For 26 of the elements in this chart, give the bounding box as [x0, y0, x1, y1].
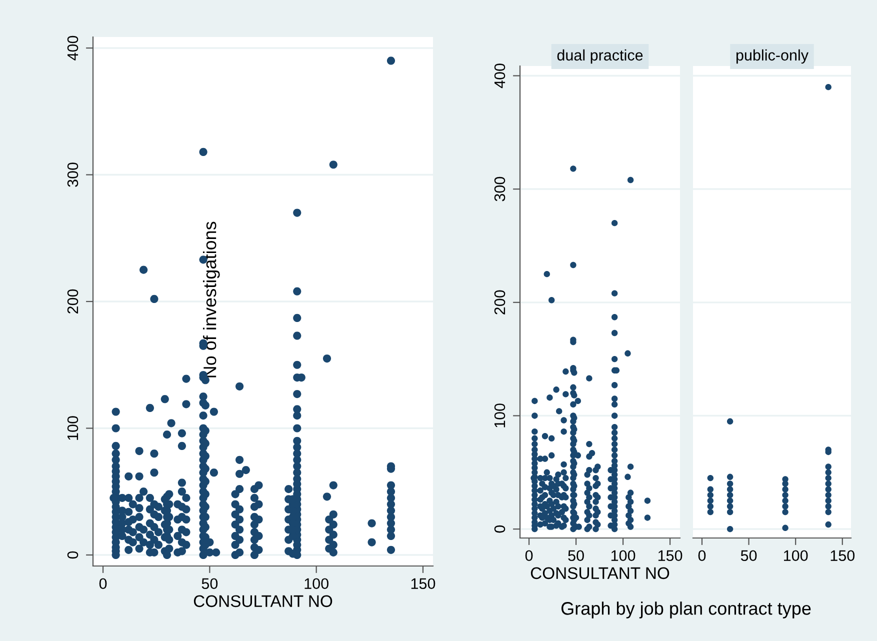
x-tick-label: 150: [658, 550, 682, 562]
x-tick-label: 150: [411, 578, 436, 590]
y-tick-label: 100: [67, 416, 78, 440]
x-tick-label: 100: [611, 550, 636, 562]
x-tick-label: 50: [740, 550, 757, 562]
x-tick-label: 0: [99, 578, 107, 590]
text: Graph by job plan contract type: [561, 602, 811, 618]
x-tick-label: 100: [304, 578, 328, 590]
x-tick-label: 0: [698, 550, 706, 562]
x-tick-label: 50: [568, 550, 584, 562]
y-tick-label: 300: [67, 162, 78, 187]
x-tick-label: 50: [202, 578, 218, 590]
x-tick-label: 0: [525, 550, 533, 562]
y-tick-label: 400: [494, 64, 506, 88]
chart-title: dual practice: [557, 49, 643, 64]
y-tick-label: 0: [494, 525, 506, 533]
y-tick-label: 100: [494, 404, 506, 428]
y-tick-label: 400: [67, 36, 78, 60]
y-tick-label: 200: [67, 289, 78, 314]
x-tick-label: 100: [784, 550, 808, 562]
x-tick-label: 150: [830, 550, 855, 562]
x-axis-title: CONSULTANT NO: [194, 595, 332, 608]
chart-title: public-only: [736, 49, 808, 64]
y-tick-label: 300: [494, 176, 506, 202]
x-axis-title: CONSULTANT NO: [530, 567, 670, 580]
y-tick-label: 200: [494, 290, 506, 314]
